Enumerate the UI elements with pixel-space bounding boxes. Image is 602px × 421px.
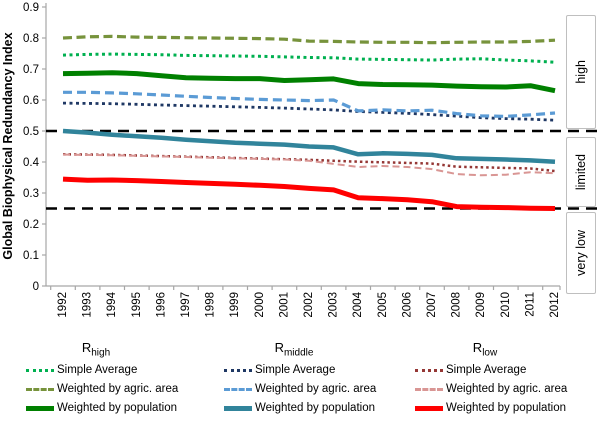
legend-line-sample: [26, 368, 54, 372]
legend-line-sample: [415, 405, 443, 411]
series-rmiddle-simple-average: [62, 101, 556, 122]
plot-area: 0 0.1 0.2 0.3 0.4 0.5 0.6 0.7 0.8 0.9 1992 1993 1994…: [23, 2, 600, 318]
legend-item-label: Weighted by population: [57, 402, 177, 415]
legend-line-sample: [415, 368, 443, 372]
x-tick-label: 2008: [451, 292, 463, 318]
series-rlow-weighted-agric-area: [62, 153, 556, 177]
zone-label-text: high: [574, 60, 588, 84]
y-tick-label: 0: [33, 281, 39, 293]
legend-group-title-sub: high: [91, 347, 111, 359]
x-tick-label: 2011: [524, 292, 536, 317]
legend-item-label: Weighted by agric. area: [57, 383, 179, 396]
x-tick-label: 2003: [328, 292, 340, 318]
legend-line-sample: [224, 405, 252, 411]
x-tick-label: 2010: [500, 292, 512, 318]
legend-item-label: Weighted by agric. area: [446, 383, 568, 396]
legend-item: Simple Average: [415, 364, 595, 377]
legend-group-title-base: R: [472, 340, 483, 355]
legend-line-sample: [26, 387, 54, 391]
legend-item-label: Simple Average: [255, 364, 336, 377]
x-tick-label: 1998: [205, 292, 217, 318]
legend-line-sample: [415, 387, 443, 391]
legend-line-sample: [224, 368, 252, 372]
legend-item: Weighted by agric. area: [224, 383, 404, 396]
series-rhigh-simple-average: [62, 52, 556, 64]
legend-item-label: Simple Average: [446, 364, 527, 377]
x-tick-label: 2006: [401, 292, 413, 318]
series-rmiddle-weighted-agric-area: [63, 90, 556, 119]
y-tick-label: 0.8: [23, 33, 39, 45]
legend-group-title: Rhigh: [26, 340, 166, 359]
legend-group-rmiddle: Rmiddle Simple Average Weighted by agric…: [224, 338, 404, 421]
legend-item: Weighted by population: [224, 402, 404, 415]
y-tick-label: 0.1: [23, 250, 39, 262]
series-rmiddle-weighted-population: [62, 128, 556, 164]
legend-line-sample: [224, 387, 252, 391]
legend-group-rlow: Rlow Simple Average Weighted by agric. a…: [415, 338, 595, 421]
legend-item-label: Simple Average: [57, 364, 138, 377]
x-tick-label: 2000: [254, 292, 266, 318]
x-tick-label: 1992: [57, 292, 69, 318]
legend-item: Weighted by agric. area: [26, 383, 206, 396]
x-tick-label: 2009: [475, 292, 487, 318]
legend-item-label: Weighted by population: [446, 402, 566, 415]
y-tick-label: 0.2: [23, 219, 39, 231]
legend: Rhigh Simple Average Weighted by agric. …: [0, 338, 602, 421]
zone-label-limited: limited: [566, 137, 596, 207]
x-tick-label: 1995: [131, 292, 143, 318]
x-tick-label: 1996: [155, 292, 167, 318]
x-tick-label: 2001: [278, 292, 290, 318]
x-tick-label: 2007: [426, 292, 438, 318]
zone-label-high: high: [566, 15, 596, 129]
series-rlow-weighted-population: [62, 176, 556, 211]
legend-item: Weighted by population: [26, 402, 206, 415]
legend-group-title-base: R: [274, 340, 284, 355]
legend-item: Simple Average: [224, 364, 404, 377]
x-tick-label: 2004: [352, 291, 364, 317]
x-tick-label: 2005: [377, 292, 389, 318]
legend-item: Weighted by population: [415, 402, 595, 415]
legend-line-sample: [26, 405, 54, 411]
legend-group-rhigh: Rhigh Simple Average Weighted by agric. …: [26, 338, 206, 421]
legend-item-label: Weighted by agric. area: [255, 383, 377, 396]
legend-group-title-sub: middle: [283, 347, 314, 359]
legend-item: Weighted by agric. area: [415, 383, 595, 396]
x-tick-label: 2002: [303, 292, 315, 318]
x-tick-label: 2012: [549, 292, 561, 318]
zone-label-text: very low: [574, 230, 588, 276]
legend-item-label: Weighted by population: [255, 402, 375, 415]
zone-label-very-low: very low: [566, 212, 596, 294]
series-rhigh-weighted-population: [62, 70, 556, 94]
series-rhigh-weighted-agric-area: [62, 34, 556, 45]
x-tick-label: 1993: [82, 292, 94, 318]
zone-label-text: limited: [574, 153, 588, 191]
x-tick-label: 1999: [229, 292, 241, 318]
legend-group-title-base: R: [81, 340, 92, 355]
x-tick-label: 1997: [180, 292, 192, 318]
x-tick-label: 1994: [106, 291, 118, 317]
legend-item: Simple Average: [26, 364, 206, 377]
y-tick-label: 0.6: [23, 95, 39, 107]
y-tick-label: 0.9: [23, 2, 39, 14]
legend-group-title-sub: low: [482, 347, 498, 359]
y-axis-title: Global Biophysical Redundancy Index: [1, 32, 15, 259]
chart-canvas: Global Biophysical Redundancy Index 0 0.1…: [1, 2, 600, 318]
legend-group-title: Rlow: [415, 340, 555, 359]
y-tick-label: 0.3: [23, 188, 39, 200]
y-tick-label: 0.4: [23, 157, 40, 169]
y-tick-label: 0.5: [23, 126, 39, 138]
legend-group-title: Rmiddle: [224, 340, 364, 359]
y-tick-label: 0.7: [23, 64, 39, 76]
